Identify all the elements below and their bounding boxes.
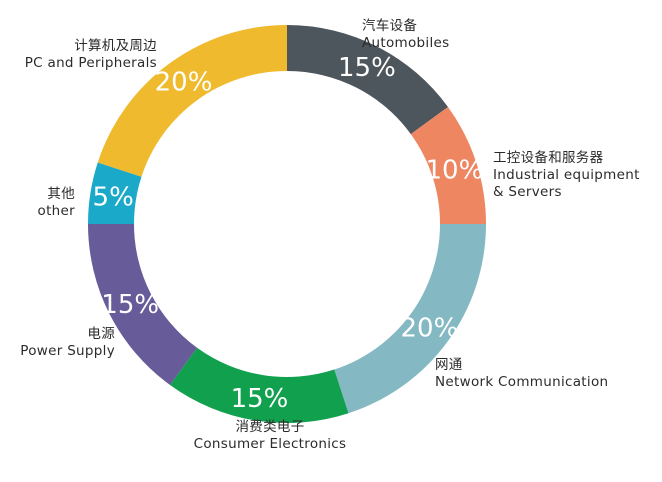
slice-percent-label: 20% — [400, 313, 458, 343]
donut-slice-power-supply — [87, 224, 198, 385]
label-zh: 计算机及周边 — [74, 38, 157, 54]
slice-percent-label: 15% — [101, 290, 159, 320]
label-en: Consumer Electronics — [193, 436, 347, 452]
donut-slice-industrial-equipment-servers — [410, 107, 486, 224]
label-en-line2: & Servers — [493, 184, 562, 200]
legend-label-network: 网通 Network Communication — [435, 357, 608, 391]
legend-label-power: 电源 Power Supply — [20, 326, 115, 360]
label-en: Network Communication — [435, 374, 609, 390]
label-en: other — [37, 203, 75, 219]
donut-slice-other — [88, 162, 142, 224]
label-zh: 工控设备和服务器 — [493, 150, 604, 166]
slice-percent-label: 15% — [338, 53, 396, 83]
donut-slice-network-communication — [334, 224, 486, 414]
slice-percent-label: 10% — [425, 156, 483, 186]
label-zh: 消费类电子 — [235, 419, 305, 435]
slice-percent-label: 20% — [155, 68, 213, 98]
slice-percent-label: 15% — [231, 384, 289, 414]
legend-label-industrial: 工控设备和服务器 Industrial equipment & Servers — [493, 150, 640, 201]
label-zh: 汽车设备 — [362, 18, 418, 34]
label-zh: 其他 — [47, 186, 75, 202]
legend-label-pc: 计算机及周边 PC and Peripherals — [25, 38, 157, 72]
donut-slice-automobiles — [287, 25, 448, 135]
label-zh: 网通 — [435, 357, 463, 373]
label-en-line1: Industrial equipment — [493, 167, 640, 183]
label-zh: 电源 — [87, 326, 115, 342]
label-en: Automobiles — [362, 35, 450, 51]
legend-label-automobiles: 汽车设备 Automobiles — [362, 18, 449, 52]
label-en: Power Supply — [20, 343, 115, 359]
legend-label-consumer: 消费类电子 Consumer Electronics — [180, 419, 360, 453]
legend-label-other: 其他 other — [38, 186, 75, 220]
donut-slice-consumer-electronics — [170, 347, 349, 423]
slice-percent-label: 5% — [93, 182, 134, 212]
label-en: PC and Peripherals — [24, 55, 157, 71]
donut-slice-pc-and-peripherals — [97, 25, 288, 177]
